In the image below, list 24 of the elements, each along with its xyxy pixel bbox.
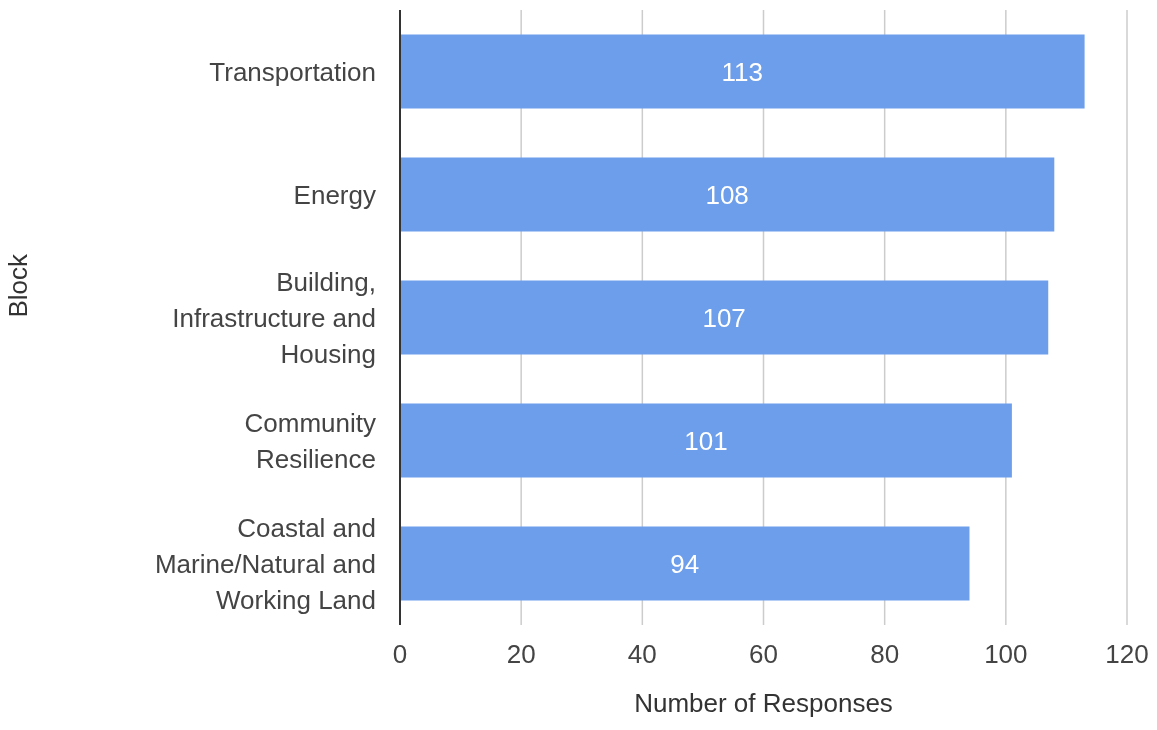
y-tick-label: Energy	[293, 179, 376, 210]
data-label: 113	[721, 56, 764, 87]
bar	[400, 34, 1085, 109]
data-label: 107	[702, 302, 746, 333]
x-tick-label: 40	[627, 639, 657, 670]
bar	[400, 280, 1049, 355]
x-tick-label: 80	[870, 639, 900, 670]
bar	[400, 157, 1055, 232]
y-tick-label: Coastal and Marine/Natural and Working Land	[154, 512, 376, 615]
data-label: 108	[705, 179, 749, 210]
y-tick-label: Community Resilience	[244, 407, 376, 474]
x-tick-label: 0	[392, 639, 408, 670]
y-axis-title: Block	[3, 252, 34, 318]
x-tick-label: 120	[1105, 639, 1149, 670]
x-tick-label: 100	[984, 639, 1028, 670]
y-tick-label: Building, Infrastructure and Housing	[172, 266, 376, 369]
data-label: 101	[684, 425, 728, 456]
bar	[400, 526, 970, 601]
x-tick-label: 60	[749, 639, 778, 670]
bar	[400, 403, 1012, 478]
x-axis-title: Number of Responses	[634, 688, 893, 718]
data-label: 94	[670, 548, 700, 579]
y-tick-label: Transportation	[209, 56, 376, 87]
x-tick-label: 20	[506, 639, 536, 670]
